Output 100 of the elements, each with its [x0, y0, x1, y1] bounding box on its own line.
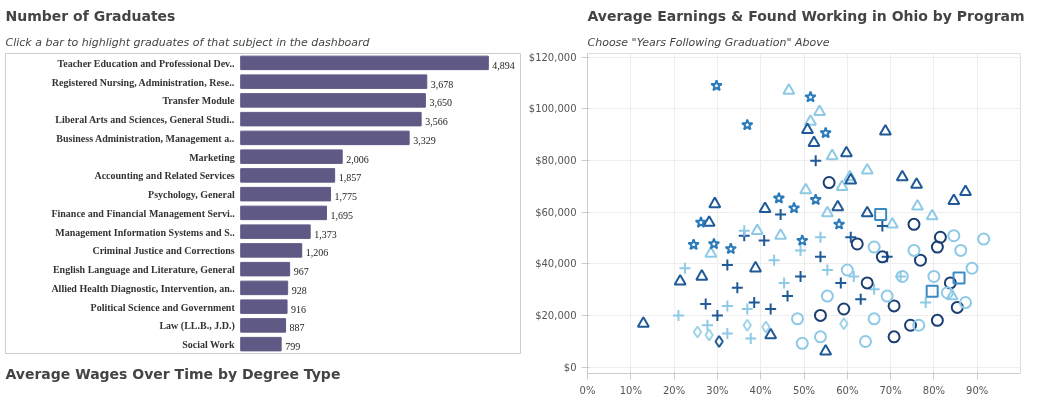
point: [694, 216, 708, 228]
point: [875, 219, 889, 233]
point: [867, 240, 881, 254]
y-tick-label: Political Science and Government: [90, 301, 236, 313]
point: [820, 289, 834, 303]
data-label: 1,695: [330, 209, 353, 221]
point: [708, 196, 722, 209]
point: [959, 184, 973, 196]
y-tick-label: Finance and Financial Management Servi..: [51, 207, 236, 219]
y-tick-label: $120,000: [528, 51, 577, 63]
y-tick-label: $20,000: [535, 309, 577, 321]
point: [907, 243, 921, 257]
bar: [240, 261, 291, 277]
point: [844, 230, 858, 244]
data-label: 916: [291, 303, 307, 315]
point: [860, 276, 874, 290]
data-label: 1,775: [334, 191, 358, 203]
point: [714, 335, 724, 348]
bar: [240, 299, 288, 314]
x-tick-label: 30%: [706, 384, 729, 396]
point: [925, 208, 939, 221]
point: [950, 300, 964, 314]
point: [742, 318, 752, 332]
y-tick-label: Marketing: [189, 151, 235, 163]
point: [840, 263, 854, 277]
point: [977, 232, 991, 246]
point: [907, 217, 921, 231]
point: [673, 274, 687, 286]
point: [800, 122, 814, 135]
point: [925, 284, 939, 298]
point: [796, 234, 809, 247]
point: [809, 193, 822, 206]
point: [750, 223, 764, 235]
bar: [240, 149, 343, 164]
data-label: 3,329: [413, 134, 436, 146]
bar: [240, 93, 426, 108]
point: [687, 238, 700, 251]
point: [774, 208, 788, 222]
data-label: 928: [291, 284, 307, 296]
data-label: 1,206: [305, 247, 329, 259]
bar: [240, 111, 422, 127]
point: [933, 230, 947, 244]
bar: [240, 168, 336, 183]
data-label: 887: [289, 322, 305, 334]
bar: [240, 224, 311, 239]
point: [791, 312, 805, 326]
x-tick-label: 60%: [836, 384, 859, 396]
point: [678, 261, 692, 275]
point: [910, 177, 924, 189]
point: [700, 318, 714, 332]
point: [835, 179, 849, 192]
point: [895, 169, 909, 182]
point: [839, 317, 849, 331]
point: [825, 148, 839, 161]
point: [764, 302, 778, 316]
point: [671, 308, 685, 322]
point: [799, 182, 813, 195]
point: [959, 296, 973, 310]
point: [945, 288, 959, 301]
point: [813, 104, 827, 116]
point: [707, 237, 721, 250]
point: [809, 154, 823, 168]
point: [692, 325, 703, 339]
point: [803, 114, 817, 126]
y-tick-label: Allied Health Diagnostic, Intervention, an..: [51, 282, 236, 294]
point: [702, 215, 716, 227]
point: [910, 198, 924, 211]
point: [813, 330, 827, 344]
chart-subtitle: Choose "Years Following Graduation" Above: [587, 35, 830, 49]
bar: [240, 243, 303, 258]
data-label: 3,650: [429, 97, 452, 109]
data-label: 967: [293, 266, 309, 278]
point: [813, 230, 827, 244]
y-tick-label: Criminal Justice and Corrections: [92, 245, 235, 257]
data-label: 3,566: [425, 116, 448, 128]
text: Average Wages Over Time by Degree Type: [5, 365, 341, 382]
x-tick-label: 40%: [749, 384, 772, 396]
y-tick-label: Accounting and Related Services: [94, 170, 235, 182]
point: [831, 199, 845, 212]
point: [880, 289, 894, 303]
point: [943, 276, 957, 290]
point: [874, 208, 888, 222]
point: [867, 282, 881, 296]
point: [834, 276, 848, 290]
y-tick-label: Registered Nursing, Administration, Rese..: [51, 76, 235, 88]
point: [744, 331, 758, 345]
point: [819, 126, 832, 139]
point: [878, 124, 892, 136]
data-label: 1,857: [338, 172, 362, 184]
point: [850, 237, 864, 251]
bar: [240, 205, 327, 221]
point: [930, 313, 944, 327]
point: [794, 269, 808, 283]
data-label: 1,373: [314, 228, 337, 240]
point: [819, 343, 833, 356]
point: [904, 318, 918, 332]
point: [704, 246, 718, 258]
x-tick-label: 20%: [662, 384, 686, 396]
point: [887, 330, 901, 344]
bar: [240, 280, 289, 296]
